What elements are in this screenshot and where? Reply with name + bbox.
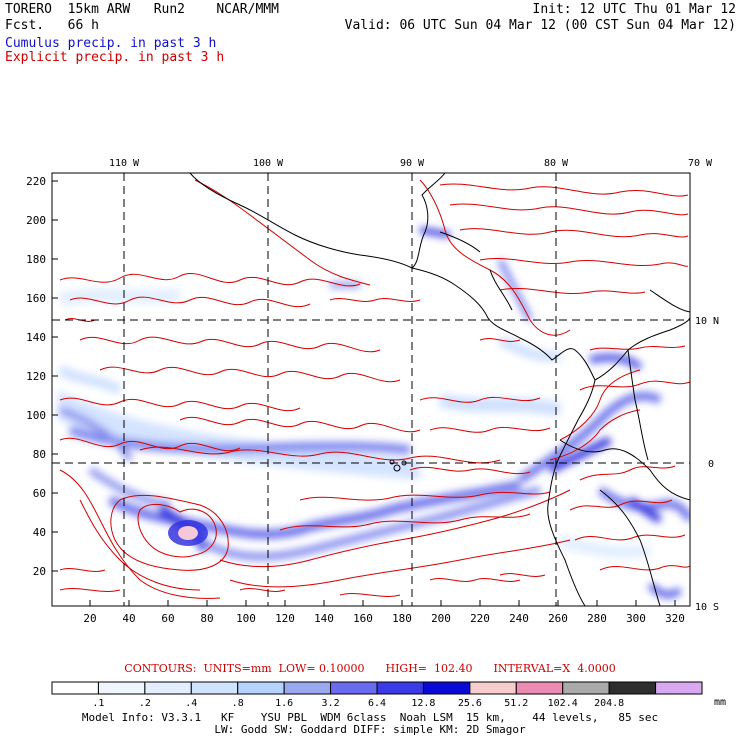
x-tick-label: 120 xyxy=(275,612,295,625)
lon-label: 70 W xyxy=(688,158,713,169)
colorbar-tick-label: .4 xyxy=(185,698,197,709)
colorbar-tick-label: 6.4 xyxy=(368,698,386,709)
colorbar xyxy=(51,681,703,695)
x-tick-label: 200 xyxy=(431,612,451,625)
explicit-precip-contours xyxy=(59,179,690,599)
colorbar-labels: .1 .2 .4 .8 1.6 3.2 6.4 12.8 25.6 51.2 102.4 204.8 xyxy=(92,698,624,709)
x-tick-label: 220 xyxy=(470,612,490,625)
header-title: TORERO 15km ARW Run2 NCAR/MMM xyxy=(5,2,279,17)
header-valid-time: Valid: 06 UTC Sun 04 Mar 12 (00 CST Sun … xyxy=(344,18,736,33)
colorbar-tick-label: 25.6 xyxy=(458,698,482,709)
colorbar-swatch xyxy=(190,681,239,695)
colorbar-swatch xyxy=(515,681,564,695)
lon-label: 110 W xyxy=(109,158,140,169)
colorbar-swatch xyxy=(330,681,378,695)
colorbar-swatch xyxy=(608,681,657,695)
lat-lon-grid xyxy=(52,173,690,606)
y-tick-label: 140 xyxy=(26,331,46,344)
y-tick-label: 100 xyxy=(26,409,46,422)
colorbar-unit-label: mm xyxy=(714,697,726,708)
colorbar-swatch xyxy=(562,681,610,695)
x-tick-label: 40 xyxy=(122,612,135,625)
colorbar-swatch xyxy=(51,681,99,695)
lon-label: 90 W xyxy=(400,158,425,169)
x-tick-label: 300 xyxy=(626,612,646,625)
y-tick-label: 60 xyxy=(33,487,46,500)
y-tick-label: 200 xyxy=(26,214,46,227)
lon-label: 100 W xyxy=(253,158,284,169)
x-tick-label: 100 xyxy=(236,612,256,625)
model-info-line1: Model Info: V3.3.1 KF YSU PBL WDM 6class… xyxy=(81,711,659,724)
axis-ticks xyxy=(52,180,676,606)
x-tick-label: 180 xyxy=(392,612,412,625)
lat-label: 0 xyxy=(708,459,714,470)
cumulus-precip-label: Cumulus precip. in past 3 h xyxy=(5,36,217,51)
contours-legend: CONTOURS: UNITS=mm LOW= 0.10000 HIGH= 10… xyxy=(124,662,616,675)
y-tick-label: 180 xyxy=(26,253,46,266)
colorbar-tick-label: 51.2 xyxy=(504,698,528,709)
map-frame xyxy=(51,172,691,607)
lon-label: 80 W xyxy=(544,158,569,169)
colorbar-tick-label: 12.8 xyxy=(411,698,435,709)
colorbar-tick-label: .1 xyxy=(92,698,104,709)
explicit-precip-label: Explicit precip. in past 3 h xyxy=(5,50,225,65)
y-tick-label: 20 xyxy=(33,565,46,578)
x-tick-label: 240 xyxy=(509,612,529,625)
colorbar-swatch xyxy=(376,681,424,695)
y-tick-label: 80 xyxy=(33,448,46,461)
colorbar-swatch xyxy=(422,681,471,695)
x-tick-label: 140 xyxy=(314,612,334,625)
colorbar-tick-label: .8 xyxy=(232,698,244,709)
colorbar-tick-label: 3.2 xyxy=(322,698,340,709)
colorbar-tick-label: 204.8 xyxy=(594,698,624,709)
cumulus-precip-shading xyxy=(57,227,690,599)
colorbar-swatch xyxy=(655,681,703,695)
x-tick-label: 280 xyxy=(587,612,607,625)
x-tick-label: 260 xyxy=(548,612,568,625)
coastlines xyxy=(189,173,690,606)
colorbar-tick-label: 1.6 xyxy=(275,698,293,709)
lat-label: 10 S xyxy=(695,602,719,613)
y-tick-label: 120 xyxy=(26,370,46,383)
header-forecast-hour: Fcst. 66 h xyxy=(5,18,99,33)
colorbar-tick-label: .2 xyxy=(139,698,151,709)
x-tick-label: 20 xyxy=(83,612,96,625)
colorbar-swatch xyxy=(469,681,517,695)
y-tick-label: 40 xyxy=(33,526,46,539)
x-tick-label: 160 xyxy=(353,612,373,625)
lat-label: 10 N xyxy=(695,316,719,327)
colorbar-swatch xyxy=(237,681,285,695)
y-tick-label: 160 xyxy=(26,292,46,305)
model-info-line2: LW: Godd SW: Goddard DIFF: simple KM: 2D… xyxy=(214,723,526,736)
colorbar-swatch xyxy=(144,681,192,695)
map-background xyxy=(52,173,690,606)
colorbar-tick-label: 102.4 xyxy=(548,698,578,709)
colorbar-swatch xyxy=(283,681,332,695)
x-tick-label: 60 xyxy=(161,612,174,625)
x-tick-label: 320 xyxy=(665,612,685,625)
x-tick-label: 80 xyxy=(200,612,213,625)
colorbar-swatch xyxy=(97,681,146,695)
y-tick-label: 220 xyxy=(26,175,46,188)
header-init-time: Init: 12 UTC Thu 01 Mar 12 xyxy=(532,2,737,17)
storm-core xyxy=(168,520,208,546)
